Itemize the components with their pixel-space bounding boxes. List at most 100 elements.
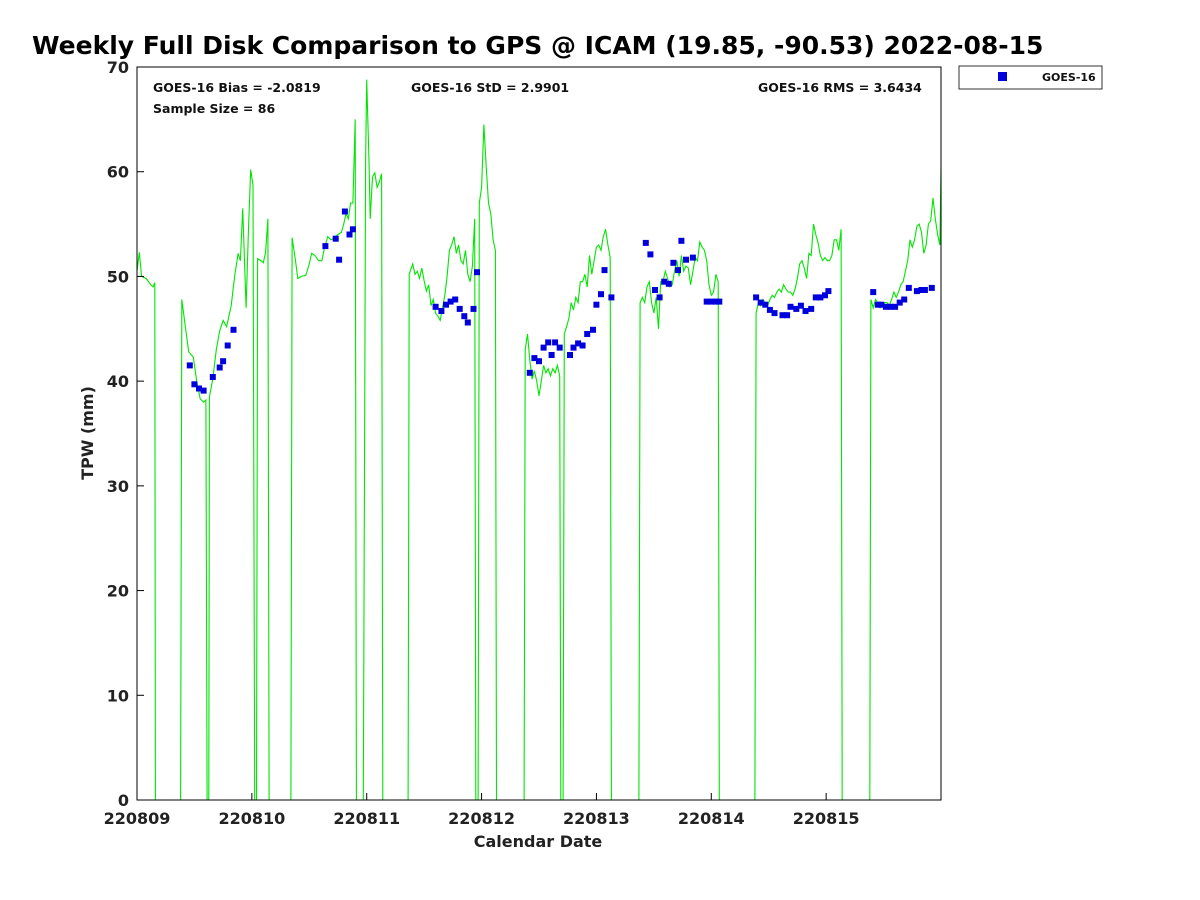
- goes16-point: [712, 298, 719, 305]
- goes16-point: [341, 208, 348, 215]
- legend-label-goes16: GOES-16: [1042, 71, 1096, 84]
- goes16-point: [579, 342, 586, 349]
- y-tick-label: 70: [107, 58, 129, 77]
- goes16-point: [464, 319, 471, 326]
- goes16-point: [447, 298, 454, 305]
- legend-box: [958, 65, 1103, 90]
- x-tick-label: 220814: [678, 809, 745, 828]
- goes16-point: [870, 289, 877, 296]
- goes16-point: [822, 292, 828, 299]
- goes16-point: [771, 310, 778, 317]
- sample-size-stat: Sample Size = 86: [153, 101, 275, 116]
- y-tick-label: 20: [107, 582, 129, 601]
- y-axis-label: TPW (mm): [78, 386, 97, 480]
- goes16-point: [567, 352, 573, 358]
- goes16-point: [793, 305, 800, 312]
- goes16-point: [656, 294, 663, 301]
- goes16-point: [186, 362, 193, 369]
- goes16-point: [825, 288, 832, 295]
- y-tick-label: 0: [118, 791, 129, 810]
- goes16-point: [802, 308, 809, 314]
- x-tick-label: 220809: [104, 809, 171, 828]
- goes16-point: [584, 331, 591, 337]
- goes16-point: [683, 256, 689, 263]
- x-axis-ticks: 220809 220810 220811 220812 220813 220814 2208…: [104, 793, 860, 828]
- goes16-point: [322, 243, 329, 250]
- goes16-point: [452, 296, 459, 303]
- goes16-point: [874, 301, 881, 308]
- goes16-point: [474, 269, 480, 276]
- x-tick-label: 220811: [333, 809, 400, 828]
- goes16-point: [787, 303, 794, 310]
- goes16-point: [224, 342, 231, 349]
- goes16-point: [757, 299, 764, 306]
- goes16-point: [753, 294, 760, 301]
- goes16-point: [901, 296, 908, 303]
- legend-marker-goes16: [998, 72, 1007, 81]
- goes16-point: [652, 287, 658, 293]
- goes16-point: [716, 298, 723, 305]
- x-tick-label: 220815: [793, 809, 860, 828]
- goes16-point: [593, 301, 600, 308]
- goes16-point: [601, 267, 608, 274]
- goes16-point: [708, 298, 715, 305]
- goes16-point: [896, 299, 903, 306]
- goes16-point: [913, 288, 920, 295]
- goes16-point: [892, 303, 899, 310]
- goes16-point: [196, 385, 202, 392]
- goes16-point: [661, 278, 668, 285]
- goes16-point: [766, 306, 773, 313]
- goes16-point: [887, 303, 894, 310]
- goes16-point: [443, 301, 449, 308]
- x-tick-label: 220810: [218, 809, 285, 828]
- goes16-point: [642, 239, 649, 246]
- x-axis-label: Calendar Date: [474, 832, 603, 851]
- y-tick-label: 40: [107, 372, 129, 391]
- goes16-point: [779, 312, 786, 319]
- goes16-point: [784, 312, 791, 319]
- goes16-point: [209, 374, 216, 380]
- goes16-point: [703, 298, 710, 305]
- goes16-point: [332, 235, 339, 242]
- goes16-point: [689, 254, 696, 261]
- goes16-point: [216, 364, 223, 371]
- goes16-point: [878, 301, 885, 308]
- goes16-point: [590, 326, 596, 333]
- goes16-point: [808, 305, 815, 312]
- goes16-point: [675, 267, 681, 274]
- goes16-point: [905, 284, 912, 291]
- goes16-point: [797, 302, 804, 309]
- goes16-point: [536, 358, 542, 365]
- rms-stat: GOES-16 RMS = 3.6434: [758, 80, 922, 95]
- goes16-point: [349, 226, 356, 233]
- goes16-point: [545, 339, 552, 346]
- bias-stat: GOES-16 Bias = -2.0819: [153, 80, 321, 95]
- goes16-point: [552, 339, 559, 346]
- y-tick-label: 10: [107, 686, 129, 705]
- goes16-point: [336, 256, 343, 263]
- goes16-point: [432, 303, 439, 310]
- goes16-point: [346, 231, 353, 238]
- goes16-point: [456, 305, 463, 312]
- goes16-point: [762, 301, 769, 308]
- y-tick-label: 60: [107, 163, 129, 182]
- goes16-point: [921, 287, 928, 293]
- goes16-point: [191, 381, 198, 388]
- goes16-point: [670, 259, 677, 266]
- goes16-point: [598, 291, 604, 298]
- goes16-point: [665, 280, 672, 287]
- goes16-point: [526, 369, 533, 376]
- axes-box: [136, 66, 942, 801]
- goes16-point: [575, 340, 582, 347]
- y-tick-label: 30: [107, 477, 129, 496]
- goes16-point: [678, 237, 685, 244]
- goes16-point: [812, 294, 819, 301]
- goes16-point: [461, 313, 468, 320]
- goes16-point: [200, 387, 207, 394]
- goes16-points: [186, 208, 935, 394]
- plot-area: 0 10 20 30 40 50 60 70 220809 220810 220811 220812…: [104, 58, 942, 828]
- goes16-point: [928, 284, 935, 291]
- std-stat: GOES-16 StD = 2.9901: [411, 80, 569, 95]
- goes16-point: [438, 308, 445, 314]
- goes16-point: [531, 355, 538, 362]
